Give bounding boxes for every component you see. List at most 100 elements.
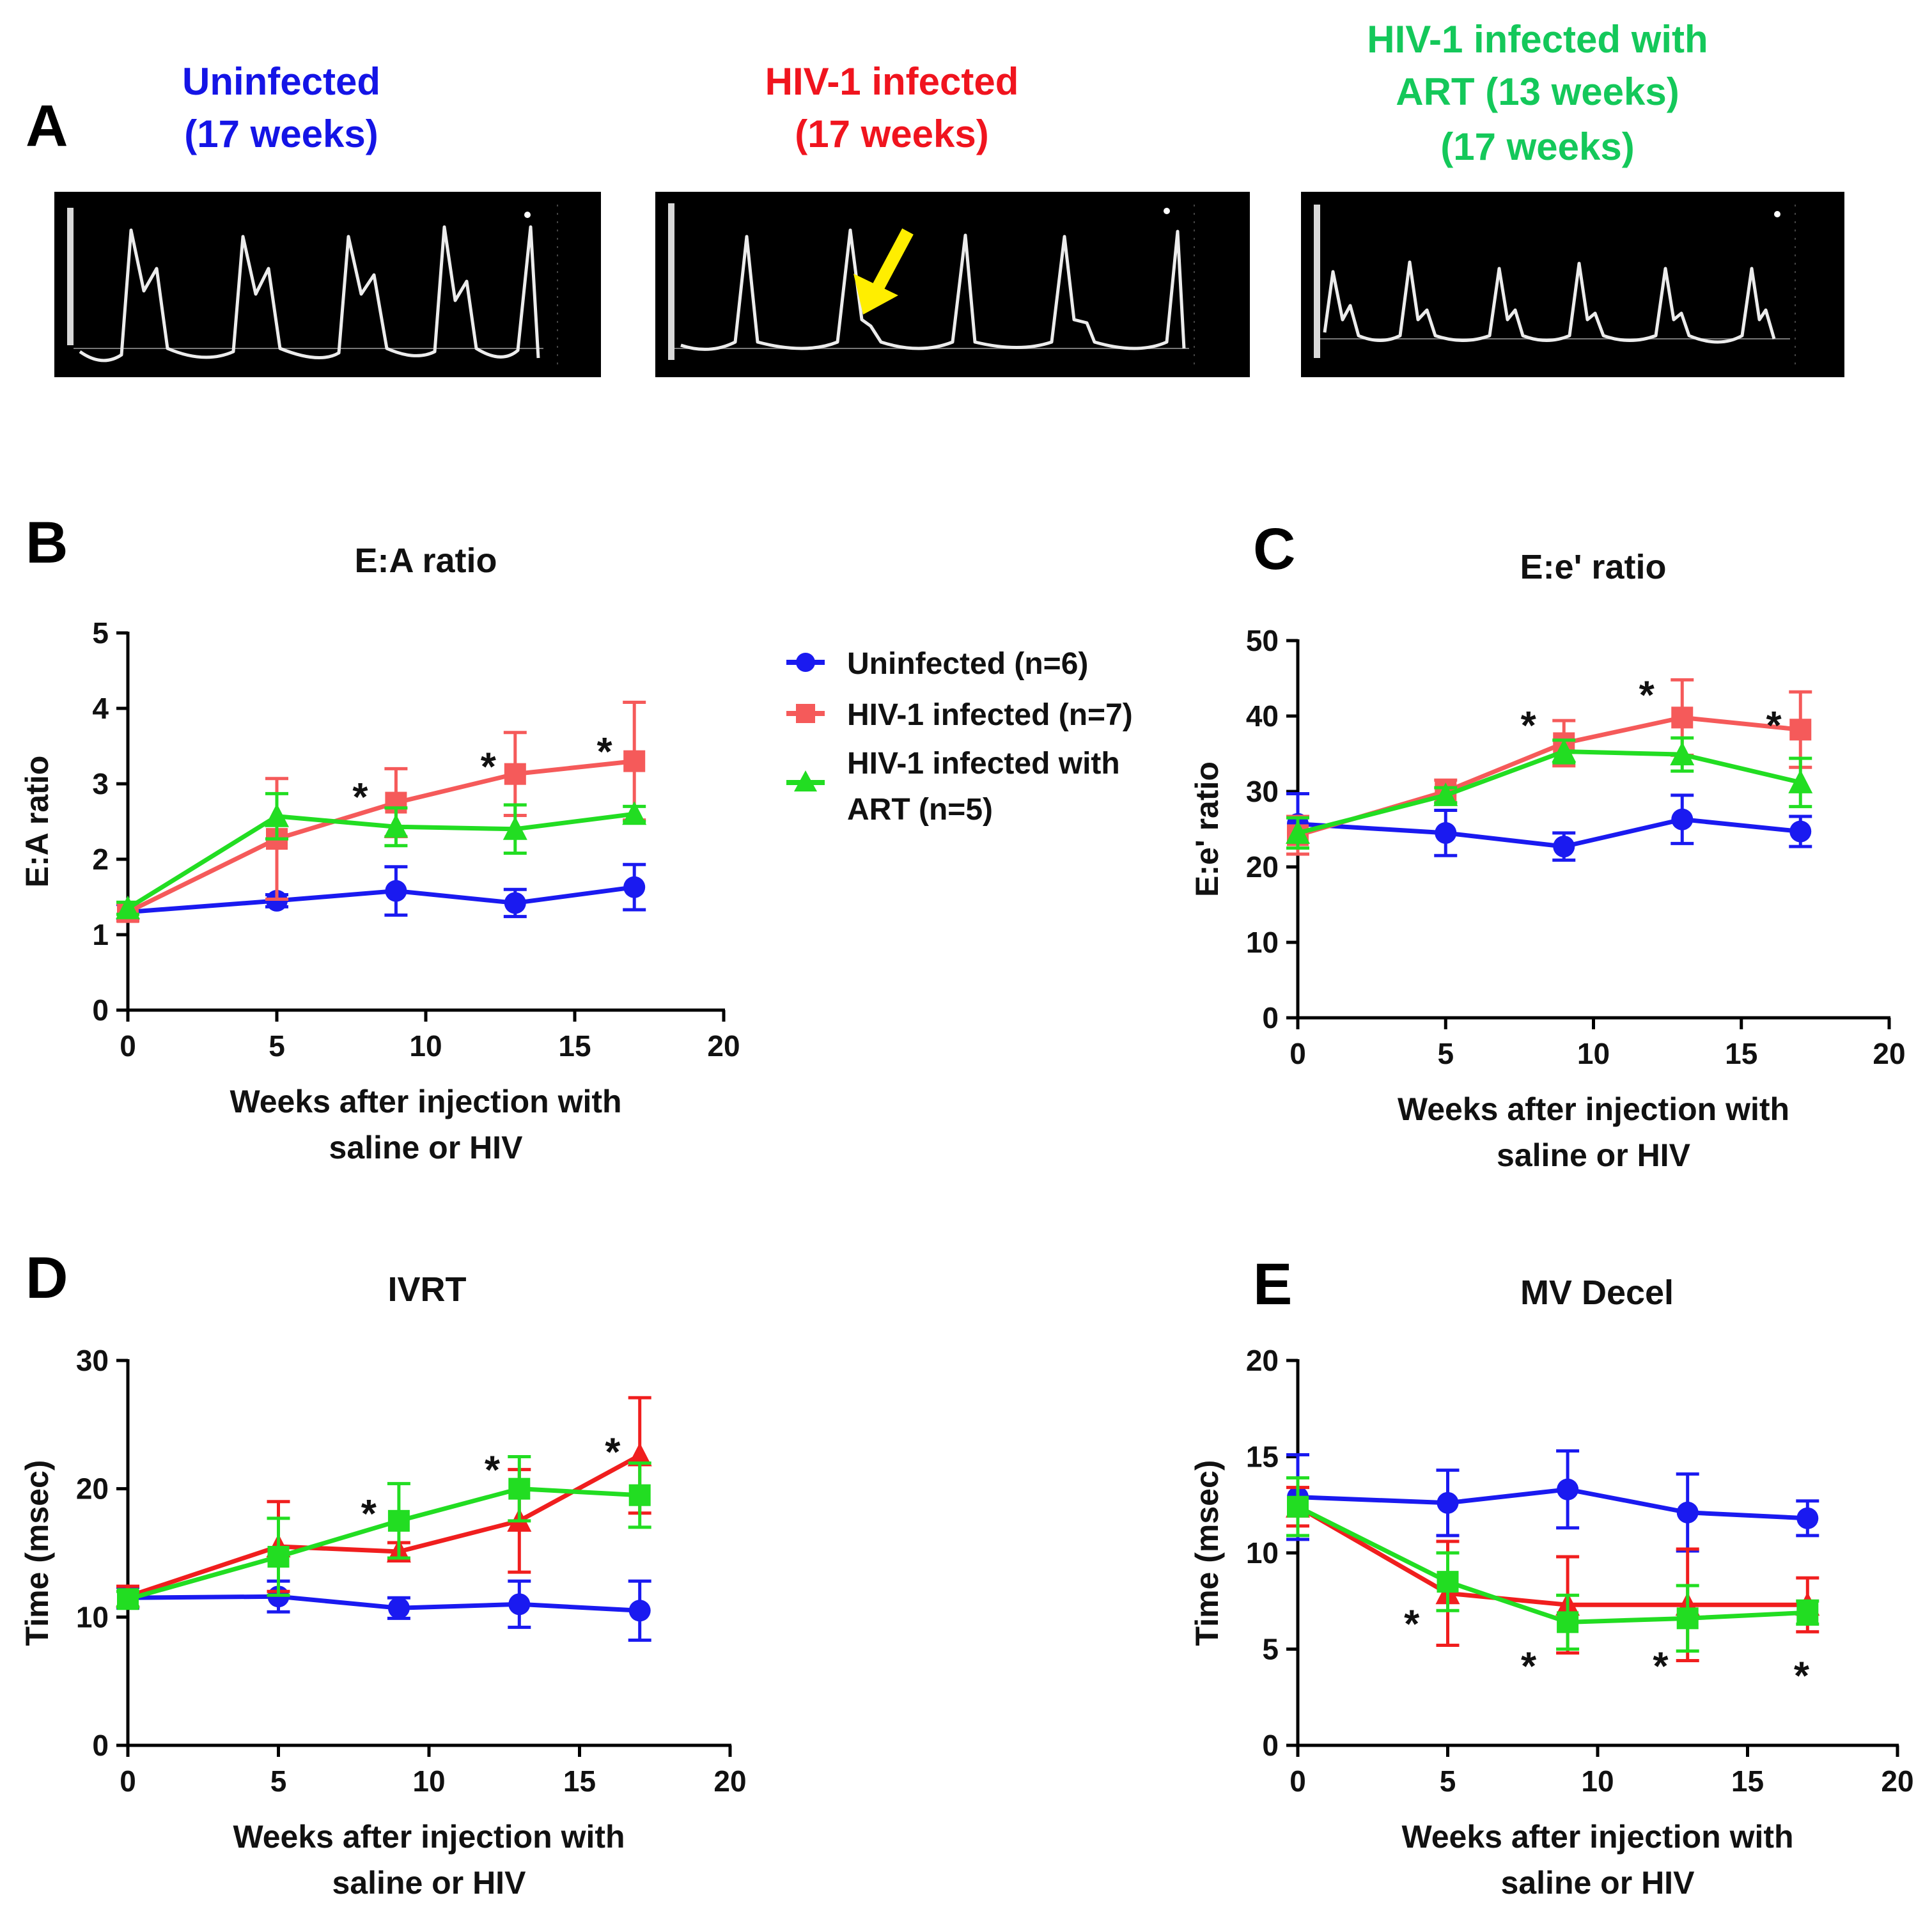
data-point	[1287, 1495, 1309, 1518]
caption-line: (17 weeks)	[795, 113, 989, 155]
data-point	[502, 816, 527, 840]
data-point	[1437, 1571, 1459, 1593]
series-line	[127, 885, 635, 915]
data-point	[623, 750, 646, 772]
x-tick-label: 20	[713, 1765, 746, 1798]
data-point	[1552, 738, 1577, 763]
data-point	[628, 1600, 651, 1622]
data-point	[1671, 706, 1694, 729]
series-0	[116, 862, 646, 923]
y-tick-label: 20	[76, 1472, 109, 1506]
x-tick-label: 5	[1440, 1765, 1456, 1798]
data-point	[1796, 1601, 1819, 1624]
data-point	[508, 1477, 531, 1500]
series-0	[1286, 792, 1812, 862]
data-point	[504, 763, 526, 785]
legend-entry-art: HIV-1 infected with ART (n=5)	[786, 747, 1120, 827]
y-tick-label: 15	[1246, 1440, 1279, 1474]
chart-ivrt: IVRT 0 5 10 15 20 0 10 20 30 Weeks after injection…	[19, 1270, 747, 1901]
series-1	[116, 1396, 652, 1609]
y-tick-label: 4	[92, 692, 109, 725]
caption-line: Uninfected	[182, 60, 380, 103]
significance-asterisk: *	[485, 1449, 501, 1493]
data-point	[1286, 820, 1310, 844]
series-2	[116, 1455, 651, 1610]
x-tick-label: 10	[1577, 1037, 1610, 1070]
caption-line: (17 weeks)	[1440, 125, 1635, 168]
y-tick-label: 20	[1246, 850, 1279, 884]
series-line	[1297, 817, 1801, 849]
yellow-arrow-icon	[853, 228, 914, 315]
y-tick-label: 0	[92, 1729, 109, 1762]
chart-mv-decel: MV Decel 0 5 10 15 20 0 5 10 15 20 Weeks after inje…	[1189, 1274, 1914, 1901]
series-1	[116, 701, 646, 923]
panel-a-letter: A	[26, 93, 68, 159]
significance-asterisk: *	[1521, 1645, 1537, 1689]
y-tick-label: 50	[1246, 624, 1279, 657]
data-point	[504, 892, 526, 914]
data-point	[1788, 769, 1813, 793]
data-point	[1676, 1607, 1699, 1630]
x-tick-label: 10	[409, 1029, 442, 1063]
panel-a-caption-hiv: HIV-1 infected (17 weeks)	[765, 60, 1019, 155]
y-tick-label: 0	[92, 993, 109, 1027]
series-0	[1286, 1449, 1819, 1553]
caption-line: ART (13 weeks)	[1396, 70, 1679, 113]
data-point	[1553, 836, 1575, 858]
data-point	[628, 1484, 651, 1506]
x-axis-label: saline or HIV	[329, 1130, 524, 1165]
data-point	[508, 1593, 531, 1616]
panel-a-caption-uninfected: Uninfected (17 weeks)	[182, 60, 380, 155]
chart-title: MV Decel	[1520, 1274, 1674, 1312]
doppler-image-uninfected	[54, 192, 601, 377]
significance-asterisk: *	[605, 1430, 621, 1474]
y-tick-label: 10	[1246, 926, 1279, 959]
series-line	[1297, 749, 1802, 836]
chart-title: IVRT	[387, 1270, 466, 1309]
series-line	[127, 1486, 640, 1601]
doppler-image-hiv	[655, 192, 1250, 377]
y-tick-label: 1	[92, 918, 109, 951]
data-point	[117, 1588, 139, 1610]
chart-ea-ratio: E:A ratio 0 5 10 15 20 0 1 2 3 4 5 Weeks after injec…	[19, 542, 740, 1165]
x-axis-label: Weeks after injection with	[1398, 1091, 1789, 1127]
x-tick-label: 0	[1289, 1765, 1306, 1798]
panel-b-letter: B	[26, 510, 68, 575]
series-line	[1297, 715, 1801, 838]
data-point	[1433, 782, 1458, 806]
panel-c-letter: C	[1253, 517, 1295, 582]
caption-line: HIV-1 infected with	[1367, 18, 1708, 61]
y-tick-label: 30	[1246, 775, 1279, 808]
chart-title: E:A ratio	[354, 542, 497, 580]
significance-asterisk: *	[1639, 674, 1655, 718]
x-tick-label: 15	[1731, 1765, 1764, 1798]
data-point	[116, 895, 140, 919]
y-tick-label: 2	[92, 843, 109, 876]
legend-entry-uninfected: Uninfected (n=6)	[786, 647, 1088, 681]
y-tick-label: 40	[1246, 699, 1279, 733]
y-tick-label: 3	[92, 767, 109, 800]
legend: Uninfected (n=6) HIV-1 infected (n=7) HI…	[786, 647, 1133, 827]
x-tick-label: 15	[563, 1765, 596, 1798]
y-tick-label: 5	[1262, 1633, 1279, 1666]
x-tick-label: 5	[269, 1029, 285, 1063]
x-tick-label: 0	[120, 1765, 136, 1798]
data-point	[1435, 822, 1457, 844]
chart-ee-ratio: E:e' ratio 0 5 10 15 20 0 10 20 30 40 50 Weeks after…	[1189, 548, 1906, 1173]
data-point	[1676, 1501, 1699, 1523]
series-2	[116, 791, 647, 919]
data-point	[1796, 1507, 1819, 1529]
x-axis-label: Weeks after injection with	[1401, 1819, 1793, 1855]
x-axis-label: saline or HIV	[332, 1865, 527, 1901]
y-tick-label: 0	[1262, 1001, 1279, 1034]
series-line	[127, 759, 635, 914]
legend-label: HIV-1 infected (n=7)	[847, 698, 1133, 732]
y-tick-label: 0	[1262, 1729, 1279, 1762]
y-tick-label: 5	[92, 616, 109, 650]
series-2	[1286, 736, 1813, 850]
data-point	[384, 814, 409, 838]
data-point	[1557, 1611, 1579, 1633]
data-point	[1671, 808, 1694, 830]
legend-label: HIV-1 infected with	[847, 747, 1120, 781]
x-tick-label: 15	[1725, 1037, 1757, 1070]
